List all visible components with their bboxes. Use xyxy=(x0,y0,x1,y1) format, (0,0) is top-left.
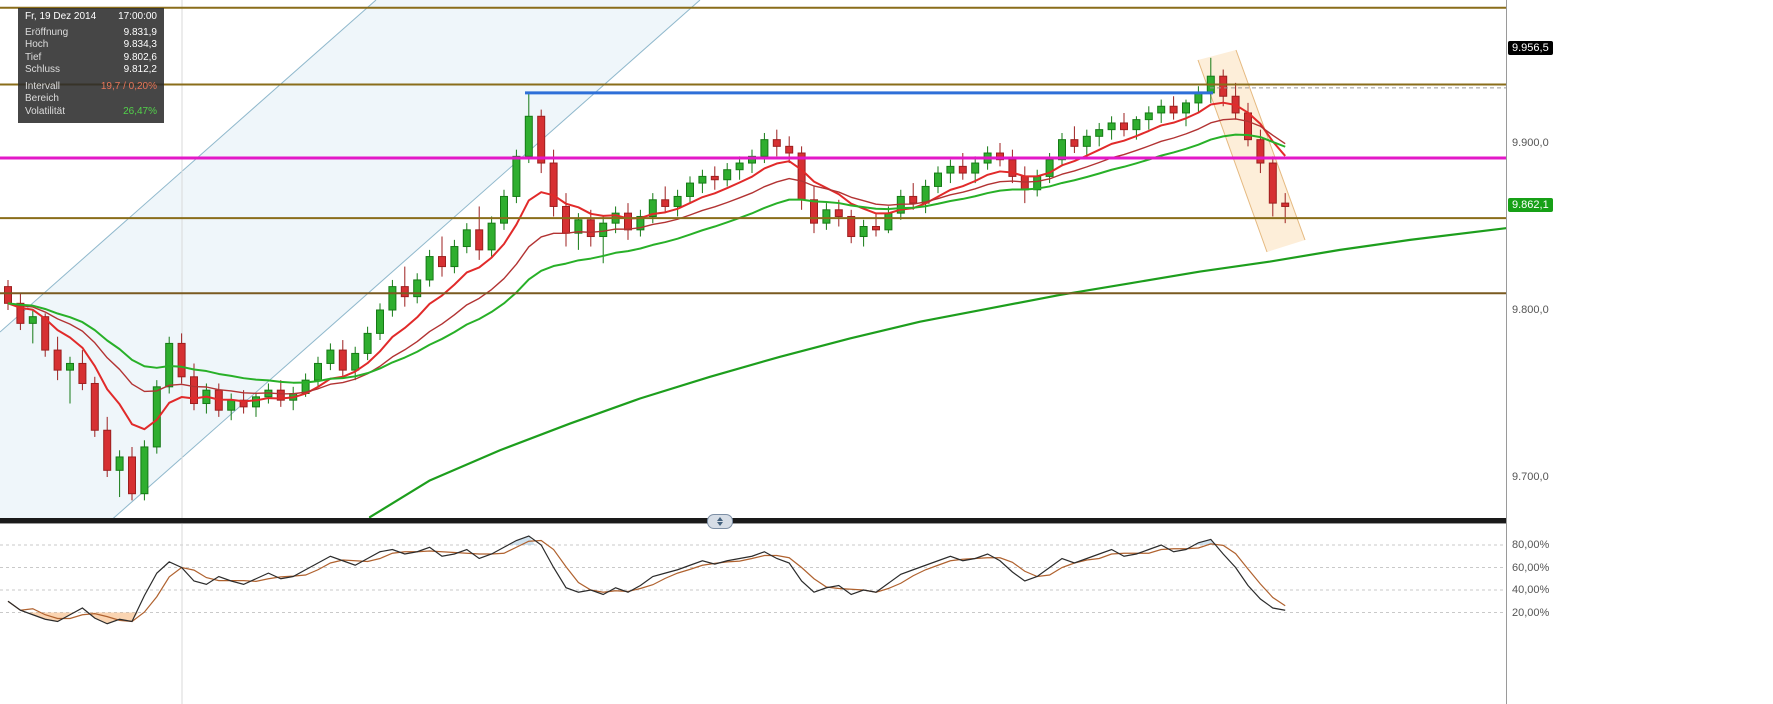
ma-line-26 xyxy=(7,133,1286,384)
indicator-axis-label: 40,00% xyxy=(1512,584,1550,596)
legend-label: Hoch xyxy=(25,39,49,50)
legend-row-eroeffnung: Eröffnung 9.831,9 xyxy=(25,27,157,40)
splitter-up-icon xyxy=(717,517,723,521)
ma-line-8 xyxy=(7,101,1286,431)
legend-row-bereich: Bereich xyxy=(25,93,157,106)
oscillator-signal-line xyxy=(7,539,1286,623)
legend-label: Eröffnung xyxy=(25,26,69,38)
legend-row-tief: Tief 9.802,6 xyxy=(25,52,157,65)
legend-value: 9.812,2 xyxy=(123,64,157,75)
price-chart-canvas[interactable] xyxy=(0,0,1506,518)
price-axis-label: 9.800,0 xyxy=(1512,304,1549,316)
ma-line-16 xyxy=(7,118,1286,395)
long-ma-line xyxy=(368,227,1506,518)
splitter-handle[interactable] xyxy=(707,514,733,529)
falling-correction-channel xyxy=(1198,50,1305,252)
high-price-badge: 9.956,5 xyxy=(1508,40,1553,55)
splitter-down-icon xyxy=(717,522,723,526)
legend-value: 19,7 / 0,20% xyxy=(100,80,157,92)
legend-value: 9.802,6 xyxy=(123,51,157,63)
price-axis[interactable]: 9.900,0 9.800,0 9.700,0 9.956,5 9.862,1 80,00… xyxy=(1506,0,1575,704)
last-price-badge: 9.862,1 xyxy=(1508,198,1553,213)
legend-label: Intervall xyxy=(25,80,61,92)
panel-splitter[interactable] xyxy=(0,514,1506,529)
indicator-axis-label: 60,00% xyxy=(1512,561,1550,574)
ohlc-tooltip: Fr, 19 Dez 2014 17:00:00 Eröffnung 9.831… xyxy=(18,8,164,123)
legend-label: Schluss xyxy=(25,64,61,75)
legend-label: Tief xyxy=(25,51,42,63)
oscillator-line xyxy=(7,535,1286,625)
price-axis-label: 9.900,0 xyxy=(1512,137,1549,149)
tooltip-header: Fr, 19 Dez 2014 17:00:00 xyxy=(25,11,157,24)
legend-label: Volatilität xyxy=(25,105,66,117)
tooltip-date: Fr, 19 Dez 2014 xyxy=(25,11,97,22)
legend-row-schluss: Schluss 9.812,2 xyxy=(25,64,157,77)
legend-value: 9.834,3 xyxy=(123,39,157,50)
indicator-axis-label: 20,00% xyxy=(1512,606,1550,619)
indicator-canvas[interactable] xyxy=(0,524,1506,704)
legend-value: 9.831,9 xyxy=(123,26,157,38)
legend-value: 26,47% xyxy=(123,105,157,117)
legend-label: Bereich xyxy=(25,93,59,104)
price-axis-label: 9.700,0 xyxy=(1512,471,1549,483)
legend-row-volatilitaet: Volatilität 26,47% xyxy=(25,106,157,119)
legend-row-hoch: Hoch 9.834,3 xyxy=(25,39,157,52)
legend-row-intervall: Intervall 19,7 / 0,20% xyxy=(25,81,157,94)
tooltip-time: 17:00:00 xyxy=(118,11,157,22)
indicator-axis-label: 80,00% xyxy=(1512,539,1550,551)
